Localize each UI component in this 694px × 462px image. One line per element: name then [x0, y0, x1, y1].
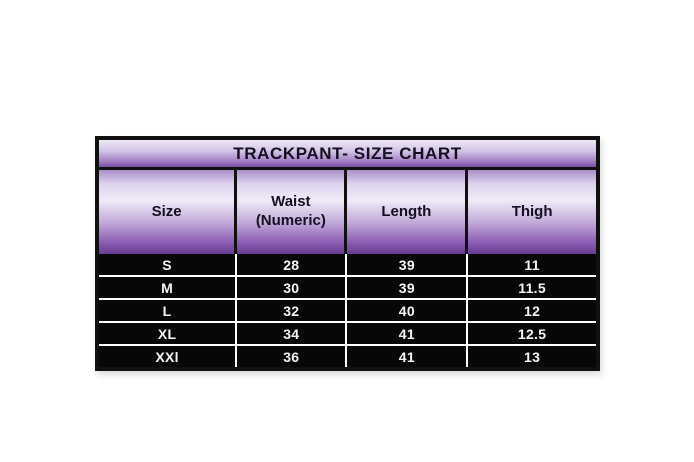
- table-cell: 41: [347, 346, 469, 367]
- column-header-3: Thigh: [468, 170, 596, 254]
- column-header-2: Length: [347, 170, 469, 254]
- table-row: XXl 36 41 13: [99, 346, 596, 367]
- row-size-label: XXl: [99, 346, 238, 367]
- table-cell: 30: [237, 277, 348, 298]
- table-row: M 30 39 11.5: [99, 277, 596, 300]
- column-header-1: Waist (Numeric): [237, 170, 348, 254]
- size-chart-header-row: Size Waist (Numeric) Length Thigh: [99, 170, 596, 254]
- row-size-label: S: [99, 254, 238, 275]
- table-cell: 39: [347, 277, 469, 298]
- size-chart-body: S 28 39 11 M 30 39 11.5 L 32 40 12 XL 34 41 12.5 XXl 36 41…: [99, 254, 596, 367]
- table-cell: 39: [347, 254, 469, 275]
- table-cell: 11: [524, 256, 540, 273]
- table-cell: 41: [347, 323, 469, 344]
- table-cell: 11.5: [518, 279, 546, 296]
- table-row: S 28 39 11: [99, 254, 596, 277]
- row-size-label: XL: [99, 323, 238, 344]
- column-header-0: Size: [99, 170, 238, 254]
- table-cell: 28: [237, 254, 348, 275]
- table-cell: 36: [237, 346, 348, 367]
- size-chart-table: TRACKPANT- SIZE CHART Size Waist (Numeric…: [95, 136, 600, 371]
- table-cell: 13: [524, 348, 541, 365]
- row-size-label: M: [99, 277, 238, 298]
- row-size-label: L: [99, 300, 238, 321]
- table-cell: 12: [524, 302, 541, 319]
- table-cell: 12.5: [517, 325, 547, 342]
- table-row: XL 34 41 12.5: [99, 323, 596, 346]
- table-cell: 40: [347, 300, 469, 321]
- table-cell: 34: [237, 323, 348, 344]
- table-cell: 32: [237, 300, 348, 321]
- table-row: L 32 40 12: [99, 300, 596, 323]
- size-chart-title: TRACKPANT- SIZE CHART: [99, 140, 596, 170]
